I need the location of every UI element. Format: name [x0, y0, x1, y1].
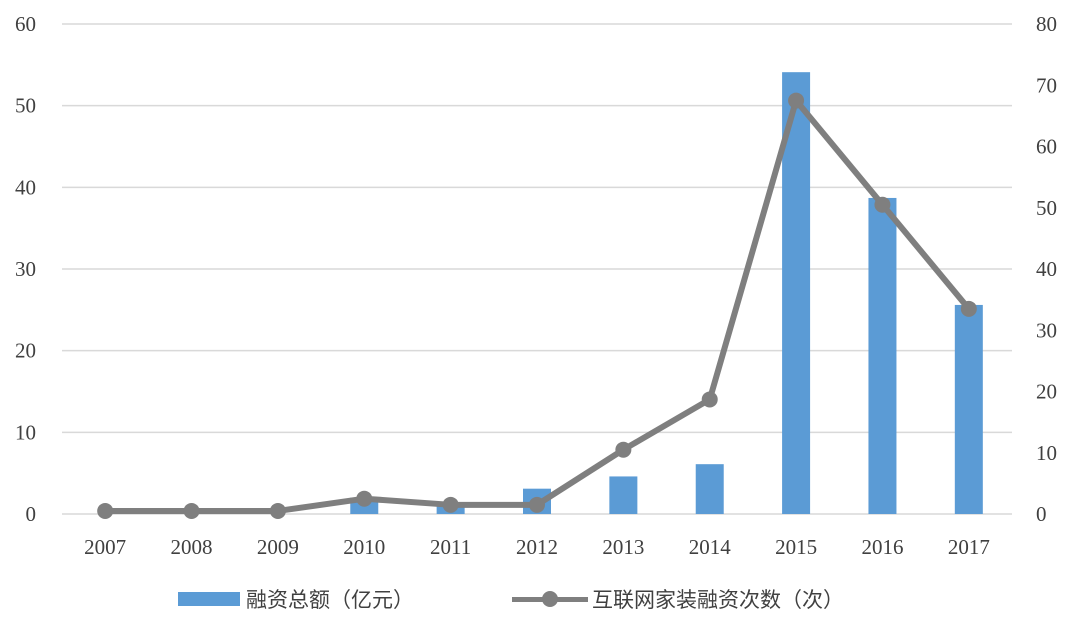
legend-item-line: 互联网家装融资次数（次） — [512, 580, 844, 618]
x-tick-label: 2015 — [775, 535, 817, 559]
legend-line-swatch — [512, 590, 588, 608]
y-left-tick-label: 30 — [15, 257, 36, 281]
x-tick-label: 2009 — [257, 535, 299, 559]
y-left-tick-label: 60 — [15, 12, 36, 36]
x-tick-label: 2010 — [343, 535, 385, 559]
legend-item-bar: 融资总额（亿元） — [178, 580, 414, 618]
x-tick-label: 2017 — [948, 535, 990, 559]
line-point — [788, 92, 805, 109]
legend-bar-label: 融资总额（亿元） — [246, 588, 414, 612]
y-left-tick-label: 0 — [26, 502, 37, 526]
y-right-tick-label: 20 — [1036, 380, 1057, 404]
chart: 0 10 20 30 40 50 60 0 10 20 30 40 50 60 70 80 2007 2008 20… — [15, 12, 1057, 559]
line-point — [960, 300, 977, 317]
x-tick-label: 2013 — [602, 535, 644, 559]
line-point — [701, 391, 718, 408]
y-right-tick-label: 60 — [1036, 135, 1057, 159]
y-left-tick-label: 40 — [15, 175, 36, 199]
y-right-tick-label: 30 — [1036, 318, 1057, 342]
line-point — [97, 502, 114, 519]
legend-line-label: 互联网家装融资次数（次） — [592, 588, 844, 612]
y-right-tick-label: 0 — [1036, 502, 1047, 526]
y-right-tick-label: 70 — [1036, 73, 1057, 97]
bar — [695, 464, 724, 514]
y-right-tick-label: 40 — [1036, 257, 1057, 281]
bar — [954, 304, 983, 514]
y-right-tick-label: 50 — [1036, 196, 1057, 220]
y-left-tick-label: 50 — [15, 94, 36, 118]
y-right-tick-label: 80 — [1036, 12, 1057, 36]
legend: 融资总额（亿元） 互联网家装融资次数（次） — [0, 580, 1080, 618]
y-left-tick-label: 20 — [15, 339, 36, 363]
y-right-tick-label: 10 — [1036, 441, 1057, 465]
bar — [868, 197, 897, 514]
x-tick-label: 2016 — [861, 535, 903, 559]
x-tick-label: 2011 — [430, 535, 471, 559]
x-tick-label: 2008 — [171, 535, 213, 559]
legend-bar-swatch — [178, 592, 240, 606]
line-point — [269, 502, 286, 519]
x-tick-label: 2012 — [516, 535, 558, 559]
line-point — [529, 496, 545, 513]
line-point — [874, 196, 891, 213]
line-series — [102, 97, 972, 514]
line-point — [356, 490, 373, 507]
line-point — [442, 496, 459, 513]
bar — [782, 72, 811, 514]
line-point — [183, 502, 200, 519]
x-tick-label: 2007 — [84, 535, 126, 559]
bar — [609, 476, 638, 514]
x-tick-label: 2014 — [689, 535, 732, 559]
y-left-tick-label: 10 — [15, 420, 36, 444]
line-point — [615, 441, 632, 458]
